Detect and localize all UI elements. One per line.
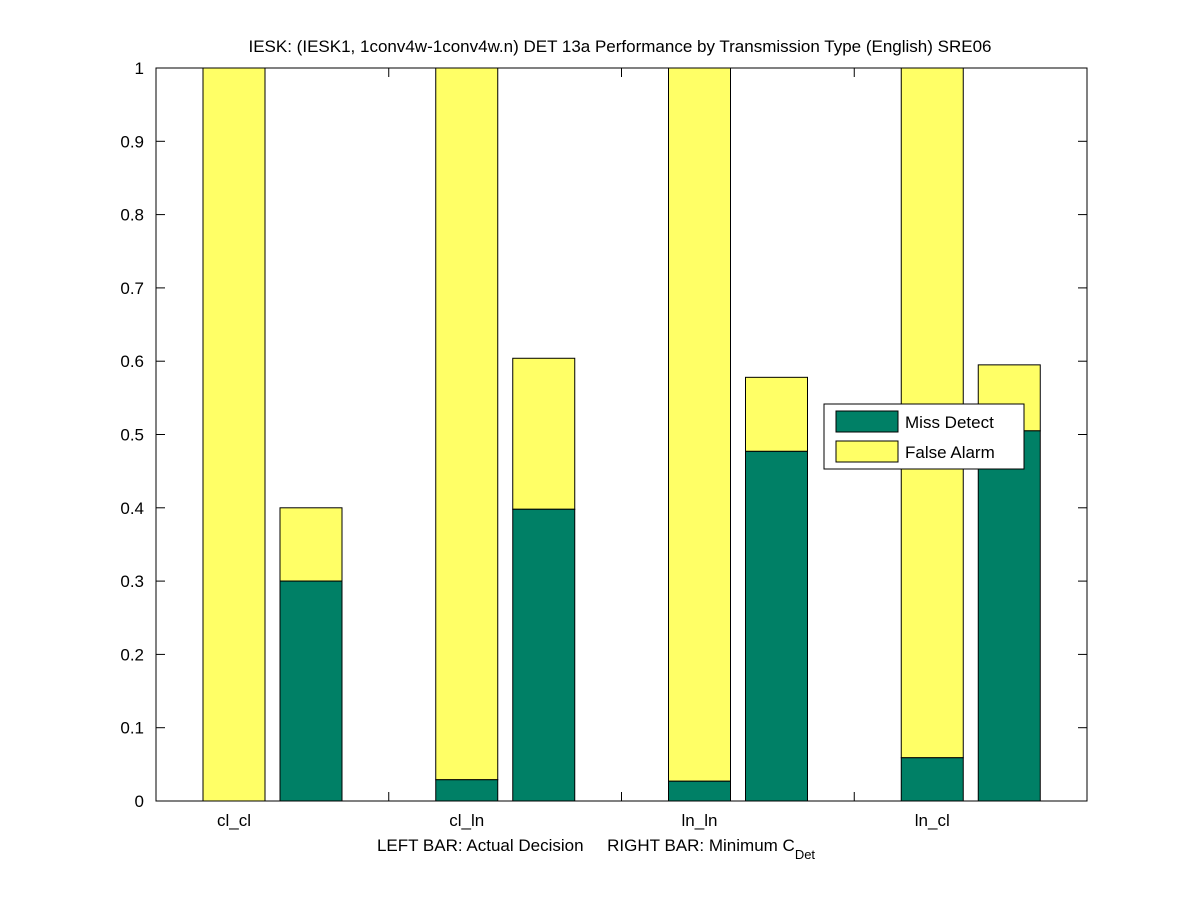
legend-swatch-miss [835,410,899,433]
bar-false-alarm-ln_ln-left [668,67,731,782]
x-axis-label: LEFT BAR: Actual Decision RIGHT BAR: Min… [377,836,815,862]
bar-miss-detect-ln_cl-left [900,757,964,802]
legend-swatch-fa [835,440,899,463]
x-tick-label: ln_ln [682,811,718,830]
bar-miss-detect-ln_ln-right [745,450,808,802]
y-tick-label: 0.1 [120,719,144,738]
legend-label-fa: False Alarm [905,443,995,462]
y-tick-label: 1 [135,59,144,78]
bar-miss-detect-ln_cl-right [977,430,1041,802]
y-tick-label: 0.7 [120,279,144,298]
y-tick-label: 0.8 [120,206,144,225]
y-tick-label: 0.9 [120,132,144,151]
bar-miss-detect-ln_ln-left [668,780,731,802]
y-tick-label: 0.3 [120,572,144,591]
bar-false-alarm-cl_cl-right [279,507,343,582]
x-tick-label: cl_cl [217,811,251,830]
bar-miss-detect-cl_ln-left [435,779,499,802]
y-tick-label: 0.5 [120,426,144,445]
x-tick-label: cl_ln [449,811,484,830]
bar-miss-detect-cl_cl-right [279,580,343,802]
x-tick-label: ln_cl [915,811,950,830]
bar-false-alarm-cl_ln-left [435,67,499,781]
bar-false-alarm-ln_ln-right [745,376,808,452]
bar-false-alarm-cl_ln-right [512,357,576,510]
y-tick-label: 0.4 [120,499,144,518]
y-tick-label: 0 [135,792,144,811]
bar-miss-detect-cl_ln-right [512,508,576,802]
chart-title: IESK: (IESK1, 1conv4w-1conv4w.n) DET 13a… [249,37,992,56]
y-tick-label: 0.2 [120,645,144,664]
legend-label-miss: Miss Detect [905,413,994,432]
y-tick-label: 0.6 [120,352,144,371]
bar-false-alarm-cl_cl-left [202,67,266,802]
legend: Miss Detect False Alarm [823,403,1025,470]
